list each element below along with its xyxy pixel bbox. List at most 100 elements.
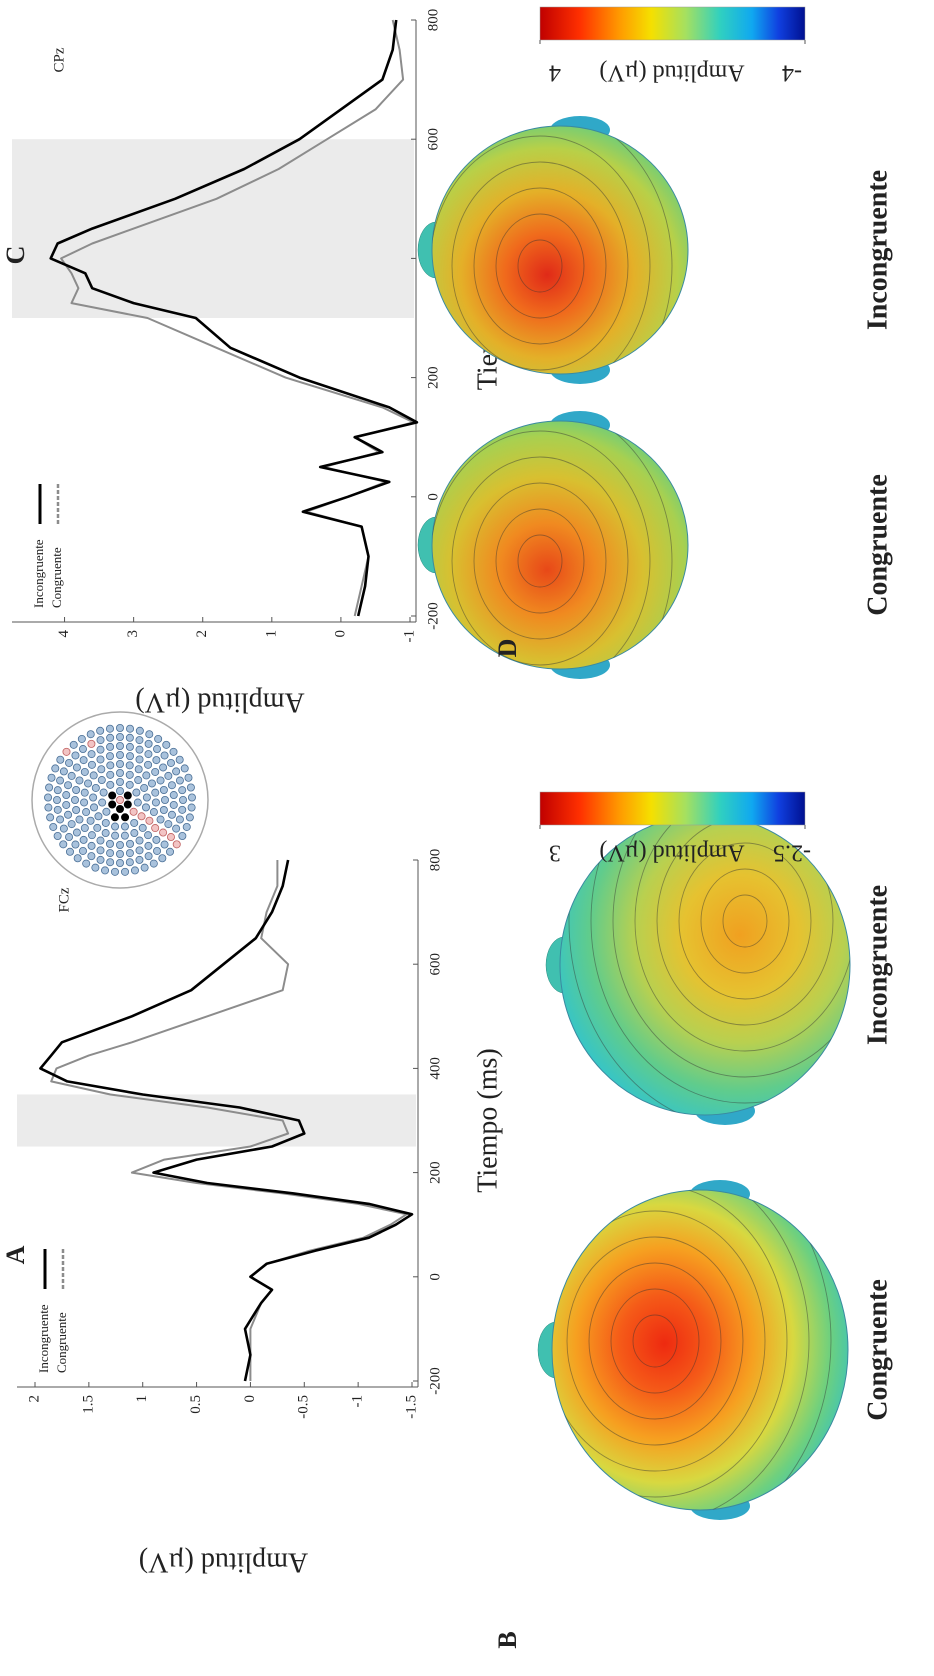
- electrode: [168, 811, 175, 818]
- electrode: [142, 804, 149, 811]
- electrode: [116, 742, 123, 749]
- y-tick-label: 2: [26, 1395, 42, 1403]
- electrode: [143, 794, 150, 801]
- electrode: [63, 791, 70, 798]
- electrode: [63, 801, 70, 808]
- electrode: [56, 777, 63, 784]
- electrode: [54, 806, 61, 813]
- rotated-figure: -1.5-1-0.500.511.52-2000200400600800Inco…: [1, 7, 934, 1649]
- legend-label: Congruente: [49, 547, 64, 608]
- electrode: [135, 766, 142, 773]
- electrode: [159, 764, 166, 771]
- electrode: [170, 791, 177, 798]
- electrode: [45, 804, 52, 811]
- y-axis-label: Amplitud (µV): [135, 687, 304, 718]
- electrode: [176, 756, 183, 763]
- legend-label: Incongruente: [36, 1304, 51, 1373]
- electrode: [136, 746, 143, 753]
- electrode: [106, 753, 113, 760]
- electrode: [65, 759, 72, 766]
- electrode: [153, 745, 160, 752]
- electrode: [159, 855, 166, 862]
- electrode: [100, 789, 107, 796]
- electrode: [144, 832, 151, 839]
- electrode: [92, 864, 99, 871]
- electrode: [126, 753, 133, 760]
- electrode: [146, 731, 153, 738]
- legend-label: Incongruente: [31, 539, 46, 608]
- electrode: [103, 808, 110, 815]
- y-tick-label: 4: [56, 630, 72, 638]
- electrode: [56, 816, 63, 823]
- y-tick-label: 3: [125, 630, 141, 638]
- electrode: [88, 842, 95, 849]
- y-tick-label: -1.5: [403, 1395, 419, 1419]
- electrode: [179, 796, 186, 803]
- electrode: [136, 727, 143, 734]
- x-tick-label: 800: [425, 9, 441, 32]
- electrode: [136, 756, 143, 763]
- electrode: [57, 756, 64, 763]
- electrode: [79, 847, 86, 854]
- electrode: [47, 814, 54, 821]
- colorbar-min: -4: [782, 59, 802, 85]
- electrode: [97, 847, 104, 854]
- electrode: [80, 756, 87, 763]
- electrode: [73, 786, 80, 793]
- electrode: [111, 814, 118, 821]
- electrode: [78, 735, 85, 742]
- electrode: [161, 796, 168, 803]
- electrode: [173, 768, 180, 775]
- colorbar: [540, 7, 805, 40]
- electrode: [116, 796, 123, 803]
- electrode: [74, 855, 81, 862]
- electrode: [188, 804, 195, 811]
- electrode: [116, 787, 123, 794]
- figure: -1.5-1-0.500.511.52-2000200400600800Inco…: [0, 0, 934, 1671]
- electrode: [54, 832, 61, 839]
- map-label: Congruente: [862, 1279, 893, 1421]
- electrode: [116, 724, 123, 731]
- legend-label: Congruente: [54, 1312, 69, 1373]
- electrode: [150, 860, 157, 867]
- electrode: [179, 806, 186, 813]
- electrode: [76, 816, 83, 823]
- electrode: [81, 789, 88, 796]
- electrode: [116, 778, 123, 785]
- y-tick-label: 0: [242, 1395, 258, 1403]
- electrode: [157, 777, 164, 784]
- y-tick-label: 2: [194, 630, 210, 638]
- electrode: [71, 796, 78, 803]
- electrode: [70, 741, 77, 748]
- electrode: [80, 799, 87, 806]
- electrode: [116, 751, 123, 758]
- chart-title: CPz: [51, 47, 67, 72]
- electrode: [121, 868, 128, 875]
- electrode: [116, 859, 123, 866]
- electrode: [109, 792, 116, 799]
- electrode: [60, 841, 67, 848]
- electrode: [163, 741, 170, 748]
- electrode: [107, 771, 114, 778]
- electrode: [73, 806, 80, 813]
- electrode: [181, 765, 188, 772]
- electrode: [90, 804, 97, 811]
- electrode: [126, 840, 133, 847]
- electrode: [107, 859, 114, 866]
- electrode: [106, 840, 113, 847]
- electrode: [81, 824, 88, 831]
- electrode: [116, 850, 123, 857]
- electrode: [124, 792, 131, 799]
- electrode: [111, 832, 118, 839]
- electrode: [126, 762, 133, 769]
- electrode: [141, 784, 148, 791]
- electrode: [90, 772, 97, 779]
- panel-label: B: [493, 1631, 522, 1648]
- electrode: [160, 786, 167, 793]
- electrode: [126, 743, 133, 750]
- electrode: [116, 769, 123, 776]
- electrode: [99, 799, 106, 806]
- colorbar-label: Amplitud (µV): [599, 59, 744, 85]
- x-axis-label: Tiempo (ms): [472, 1048, 503, 1192]
- electrode: [83, 860, 90, 867]
